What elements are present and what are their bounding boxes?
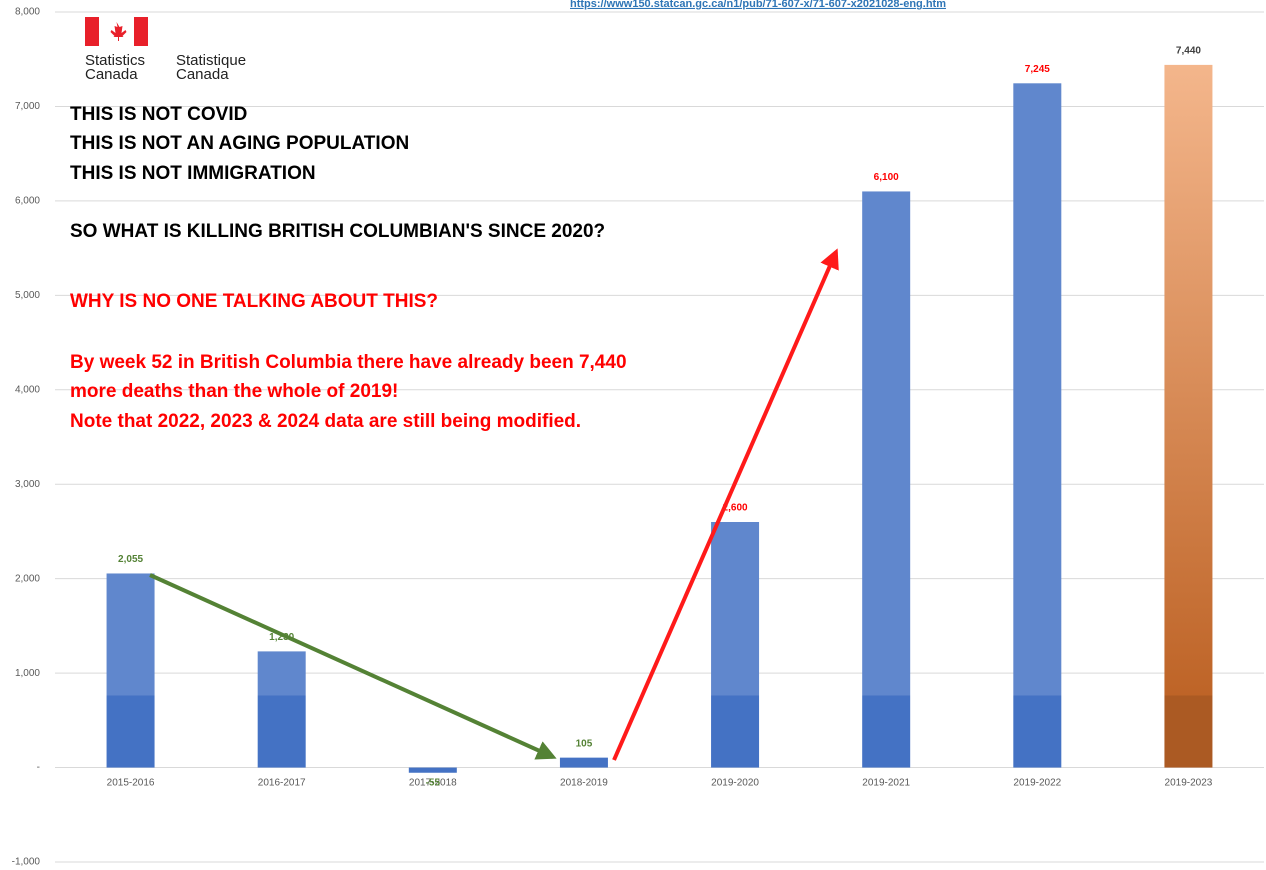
source-link[interactable]: https://www150.statcan.gc.ca/n1/pub/71-6… <box>570 0 946 10</box>
flag-bar <box>134 17 148 46</box>
bar <box>1164 64 1213 768</box>
data-label: 2,055 <box>118 554 143 565</box>
annotation: Note that 2022, 2023 & 2024 data are sti… <box>70 411 581 432</box>
y-tick-label: 1,000 <box>15 668 40 679</box>
plot-area: -1,000-1,0002,0003,0004,0005,0006,0007,0… <box>12 7 1264 868</box>
logo-text: Statistique <box>176 52 246 69</box>
data-label: 2,600 <box>723 503 748 514</box>
y-tick-label: 2,000 <box>15 573 40 584</box>
flag-bar <box>85 17 99 46</box>
y-tick-label: 4,000 <box>15 384 40 395</box>
bar <box>257 651 306 768</box>
annotation: THIS IS NOT COVID <box>70 104 247 125</box>
data-label: 7,440 <box>1176 46 1201 57</box>
data-label: 1,230 <box>269 632 294 643</box>
x-tick-label: 2019-2023 <box>1165 778 1213 789</box>
data-label: 6,100 <box>874 172 899 183</box>
logo-text: Statistics <box>85 52 145 69</box>
y-tick-label: 6,000 <box>15 196 40 207</box>
x-tick-label: 2015-2016 <box>107 778 155 789</box>
trend-arrow <box>612 248 839 761</box>
maple-leaf <box>110 22 127 41</box>
bar <box>711 522 760 768</box>
annotation: more deaths than the whole of 2019! <box>70 381 398 402</box>
annotation: WHY IS NO ONE TALKING ABOUT THIS? <box>70 291 438 312</box>
y-tick-label: 7,000 <box>15 101 40 112</box>
logo: Statistics Canada Statistique Canada <box>85 17 246 83</box>
y-tick-label: 3,000 <box>15 479 40 490</box>
logo-text: Canada <box>176 66 229 83</box>
x-tick-label: 2019-2022 <box>1013 778 1061 789</box>
annotation: SO WHAT IS KILLING BRITISH COLUMBIAN'S S… <box>70 221 605 242</box>
bar <box>408 767 457 773</box>
x-tick-label: 2019-2021 <box>862 778 910 789</box>
x-tick-label: 2017-2018 <box>409 778 457 789</box>
x-tick-label: 2018-2019 <box>560 778 608 789</box>
bar <box>106 573 155 768</box>
bar <box>1013 83 1062 768</box>
annotation: THIS IS NOT IMMIGRATION <box>70 163 316 184</box>
y-tick-label: -1,000 <box>12 857 41 868</box>
y-tick-label: 8,000 <box>15 7 40 18</box>
x-tick-label: 2019-2020 <box>711 778 759 789</box>
annotation: THIS IS NOT AN AGING POPULATION <box>70 133 409 154</box>
logo-text: Canada <box>85 66 138 83</box>
bar <box>862 191 911 768</box>
annotation: By week 52 in British Columbia there hav… <box>70 352 627 373</box>
y-tick-label: - <box>37 762 40 773</box>
trend-arrow <box>149 573 557 760</box>
data-label: 7,245 <box>1025 64 1050 75</box>
y-tick-label: 5,000 <box>15 290 40 301</box>
x-tick-label: 2016-2017 <box>258 778 306 789</box>
data-label: -55 <box>426 777 441 788</box>
data-label: 105 <box>576 738 593 749</box>
bar <box>559 757 608 768</box>
